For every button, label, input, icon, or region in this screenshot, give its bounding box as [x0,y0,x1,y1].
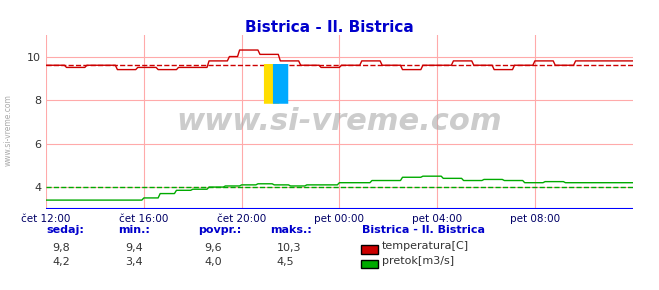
Text: 10,3: 10,3 [277,243,301,253]
Text: Bistrica - Il. Bistrica: Bistrica - Il. Bistrica [245,20,414,35]
Text: 4,0: 4,0 [204,257,222,267]
Text: ▐: ▐ [248,64,278,104]
Text: min.:: min.: [119,225,150,235]
Text: ▐: ▐ [257,64,287,104]
Text: sedaj:: sedaj: [46,225,84,235]
Text: Bistrica - Il. Bistrica: Bistrica - Il. Bistrica [362,225,486,235]
Text: 4,5: 4,5 [277,257,295,267]
Text: 9,6: 9,6 [204,243,222,253]
Text: pretok[m3/s]: pretok[m3/s] [382,256,454,266]
Text: temperatura[C]: temperatura[C] [382,241,469,251]
Text: 9,4: 9,4 [125,243,143,253]
Text: 4,2: 4,2 [53,257,71,267]
Text: maks.:: maks.: [270,225,312,235]
Text: www.si-vreme.com: www.si-vreme.com [177,107,502,136]
Text: www.si-vreme.com: www.si-vreme.com [3,95,13,166]
Text: povpr.:: povpr.: [198,225,241,235]
Text: 9,8: 9,8 [53,243,71,253]
Text: 3,4: 3,4 [125,257,143,267]
